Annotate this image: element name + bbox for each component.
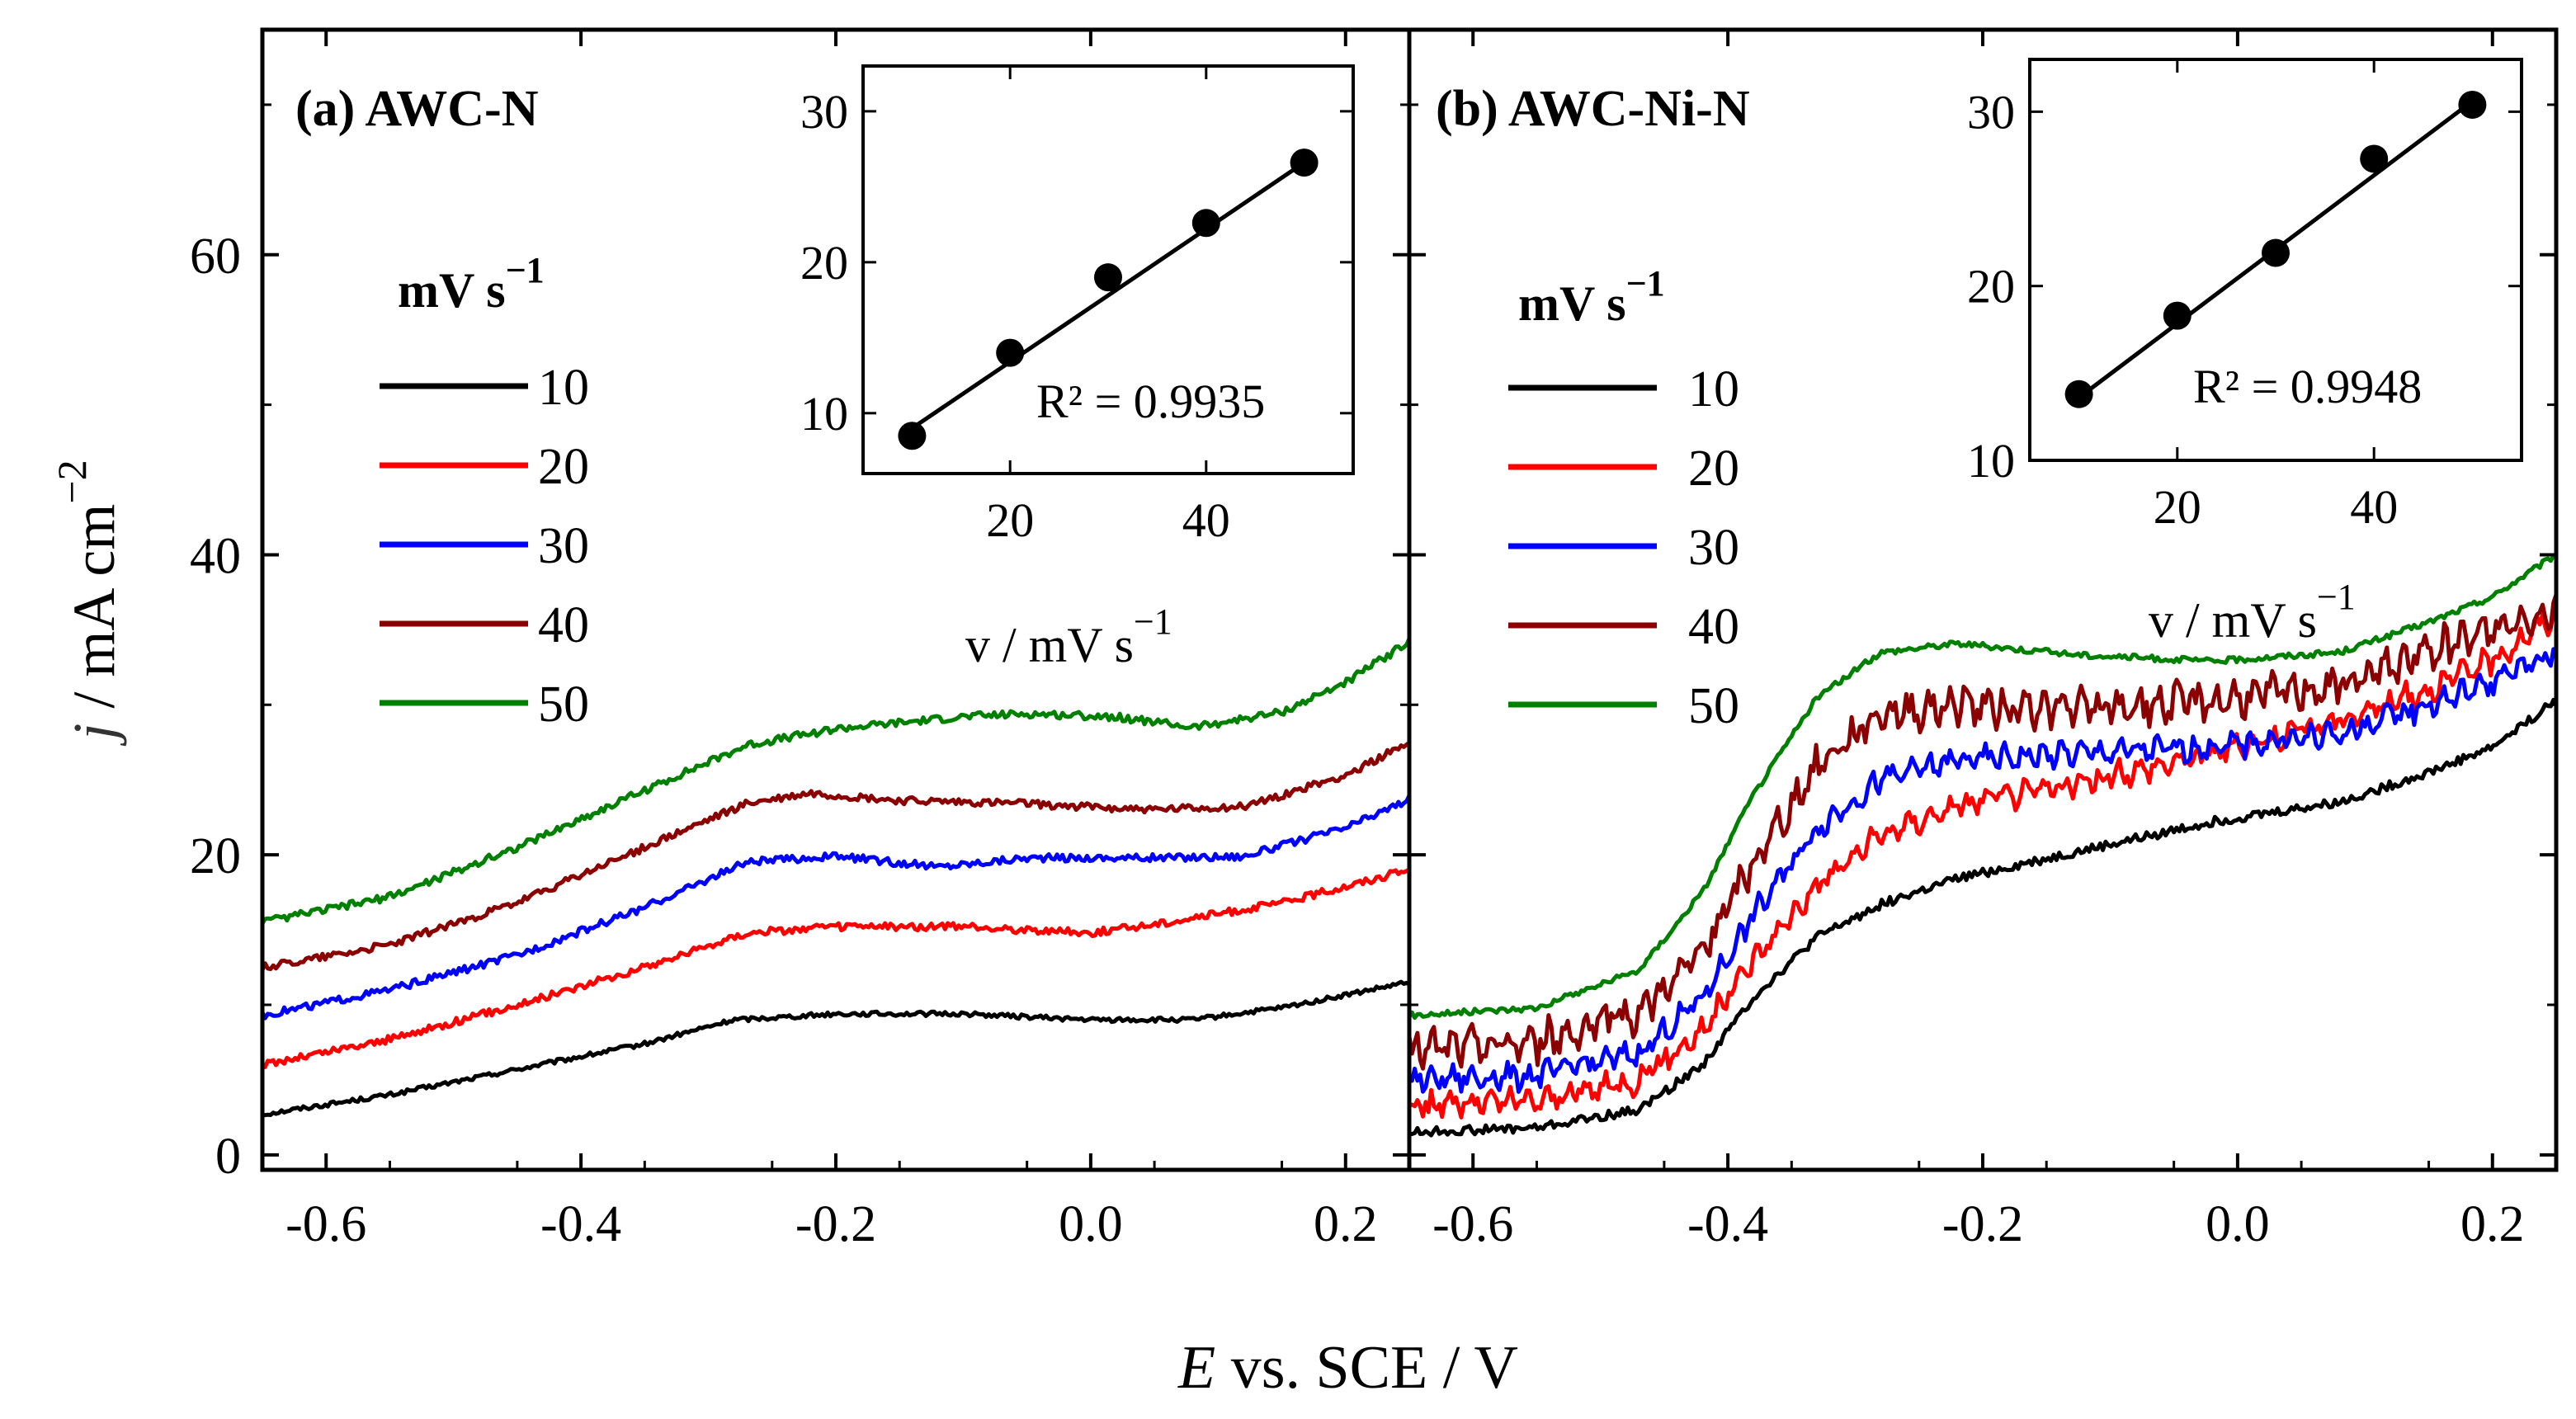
panel-a-legend-item-40: 40 [380,597,589,653]
panel-b-inset-ytick-label: 30 [1967,85,2015,139]
panel-b-inset-point [2262,238,2290,267]
panel-a-inset-ytick-label: 30 [800,85,848,139]
panel-a-series-20 [261,867,1411,1069]
panel-b-xtick-label: 0.2 [2460,1196,2525,1252]
x-axis-title: E vs. SCE / V [1177,1334,1518,1402]
panel-b-inset-frame [2028,58,2523,462]
panel-a: -0.6 -0.4 -0.2 0.0 0.2 0 20 40 60 (a) AWC-N mV s… [190,27,1412,1252]
panel-b-xtick-label: 0.0 [2206,1196,2270,1252]
panel-a-series-30 [260,794,1412,1021]
panel-b-xtick-label: -0.4 [1687,1196,1768,1252]
panel-b-inset-layer: 20 40 10 20 30 [1967,59,2522,534]
panel-a-inset-point [1094,263,1122,292]
panel-b-legend-label-10: 10 [1688,361,1739,417]
panel-b-legend-label-40: 40 [1688,599,1739,655]
panel-a-inset-point [1290,148,1319,177]
panel-a-inset-xlabel: v / mV s−1 [965,601,1172,672]
panel-a-title: (a) AWC-N [295,81,538,137]
panel-a-inset-point [898,422,927,450]
panel-a-legend-label-20: 20 [538,439,589,495]
panel-a-inset-xtick-label: 40 [1182,493,1230,547]
panel-a-inset: 20 40 10 20 30 R² = 0.9935 v / mV s−1 [800,64,1355,672]
panel-a-legend-item-20: 20 [380,439,589,495]
panel-b-inset-point [2064,380,2093,408]
panel-b-inset-ytick-label: 10 [1967,434,2015,488]
panel-b-inset-point [2163,301,2191,330]
panel-b-xtick-label: -0.2 [1942,1196,2023,1252]
panel-a-legend-label-10: 10 [538,360,589,416]
panel-a-series-40 [260,741,1411,972]
panel-a-legend-label-40: 40 [538,597,589,653]
panel-b-series-30 [1407,647,2558,1094]
panel-b: -0.6 -0.4 -0.2 0.0 0.2 (b) AWC-Ni-N mV s−1 1… [1407,27,2559,1252]
panel-a-ytick-label: 40 [190,528,241,584]
panel-a-xtick-label: -0.6 [285,1196,366,1252]
panel-a-ytick-label: 60 [190,229,241,285]
panel-b-legend-label-50: 50 [1688,678,1739,734]
panel-a-inset-frame [861,64,1355,475]
panel-b-legend-item-30: 30 [1508,520,1739,576]
panel-b-inset-ytick-label: 20 [1967,260,2015,314]
panel-b-inset-xlabel: v / mV s−1 [2149,577,2356,648]
panel-a-inset-point [1191,209,1220,238]
panel-b-legend-item-50: 50 [1508,678,1739,734]
panel-a-series-layer [260,638,1412,1118]
panel-a-ytick-label: 20 [190,828,241,884]
panel-b-legend-label-30: 30 [1688,520,1739,576]
panel-a-inset-layer: 20 40 10 20 30 [800,66,1353,547]
panel-a-legend-item-10: 10 [380,360,589,416]
panel-b-legend-title: mV s−1 [1518,263,1665,331]
panel-a-inset-point [996,338,1025,367]
panel-a-legend-label-30: 30 [538,518,589,574]
panel-b-legend-item-20: 20 [1508,441,1739,497]
panel-b-series-50 [1407,554,2558,1021]
panel-a-legend-item-30: 30 [380,518,589,574]
panel-a-xtick-label: -0.2 [795,1196,876,1252]
panel-a-ticks-layer: -0.6 -0.4 -0.2 0.0 0.2 0 20 40 60 [190,30,1411,1252]
panel-b-inset-r2: R² = 0.9948 [2193,360,2422,413]
panel-b-inset: 20 40 10 20 30 R² = 0.9948 v / mV s−1 [1967,58,2523,648]
panel-a-inset-ytick-label: 10 [800,387,848,441]
panel-b-legend-label-20: 20 [1688,441,1739,497]
panel-a-series-50 [260,638,1412,925]
panel-a-xtick-label: -0.4 [540,1196,621,1252]
panel-a-xtick-label: 0.0 [1059,1196,1123,1252]
panel-b-series-layer [1407,554,2559,1138]
panel-a-inset-ytick-label: 20 [800,236,848,290]
panel-a-inset-r2: R² = 0.9935 [1036,375,1265,428]
panel-a-xtick-label: 0.2 [1314,1196,1378,1252]
panel-b-inset-xtick-label: 20 [2154,480,2201,534]
panel-a-inset-xtick-label: 20 [986,493,1034,547]
panel-b-legend: 10 20 30 40 50 [1508,361,1739,734]
panel-b-series-10 [1408,697,2558,1138]
panel-a-legend-item-50: 50 [380,676,589,733]
panel-a-ytick-label: 0 [215,1129,241,1185]
panel-a-legend-title: mV s−1 [398,250,545,318]
panel-b-inset-xtick-label: 40 [2350,480,2398,534]
panel-b-title: (b) AWC-Ni-N [1436,81,1750,137]
panel-a-inset-fit-line [910,161,1306,431]
panel-a-series-10 [262,979,1411,1118]
panel-b-ticks-layer: -0.6 -0.4 -0.2 0.0 0.2 [1408,30,2558,1252]
panel-b-inset-point [2458,90,2487,119]
panel-b-legend-item-40: 40 [1508,599,1739,655]
panel-b-legend-item-10: 10 [1508,361,1739,417]
panel-b-inset-point [2360,144,2389,173]
panel-b-series-40 [1407,593,2559,1071]
panel-b-xtick-label: -0.6 [1432,1196,1513,1252]
panel-a-legend-label-50: 50 [538,676,589,733]
panel-b-series-20 [1408,604,2559,1120]
panel-a-legend: 10 20 30 40 50 [380,360,589,733]
